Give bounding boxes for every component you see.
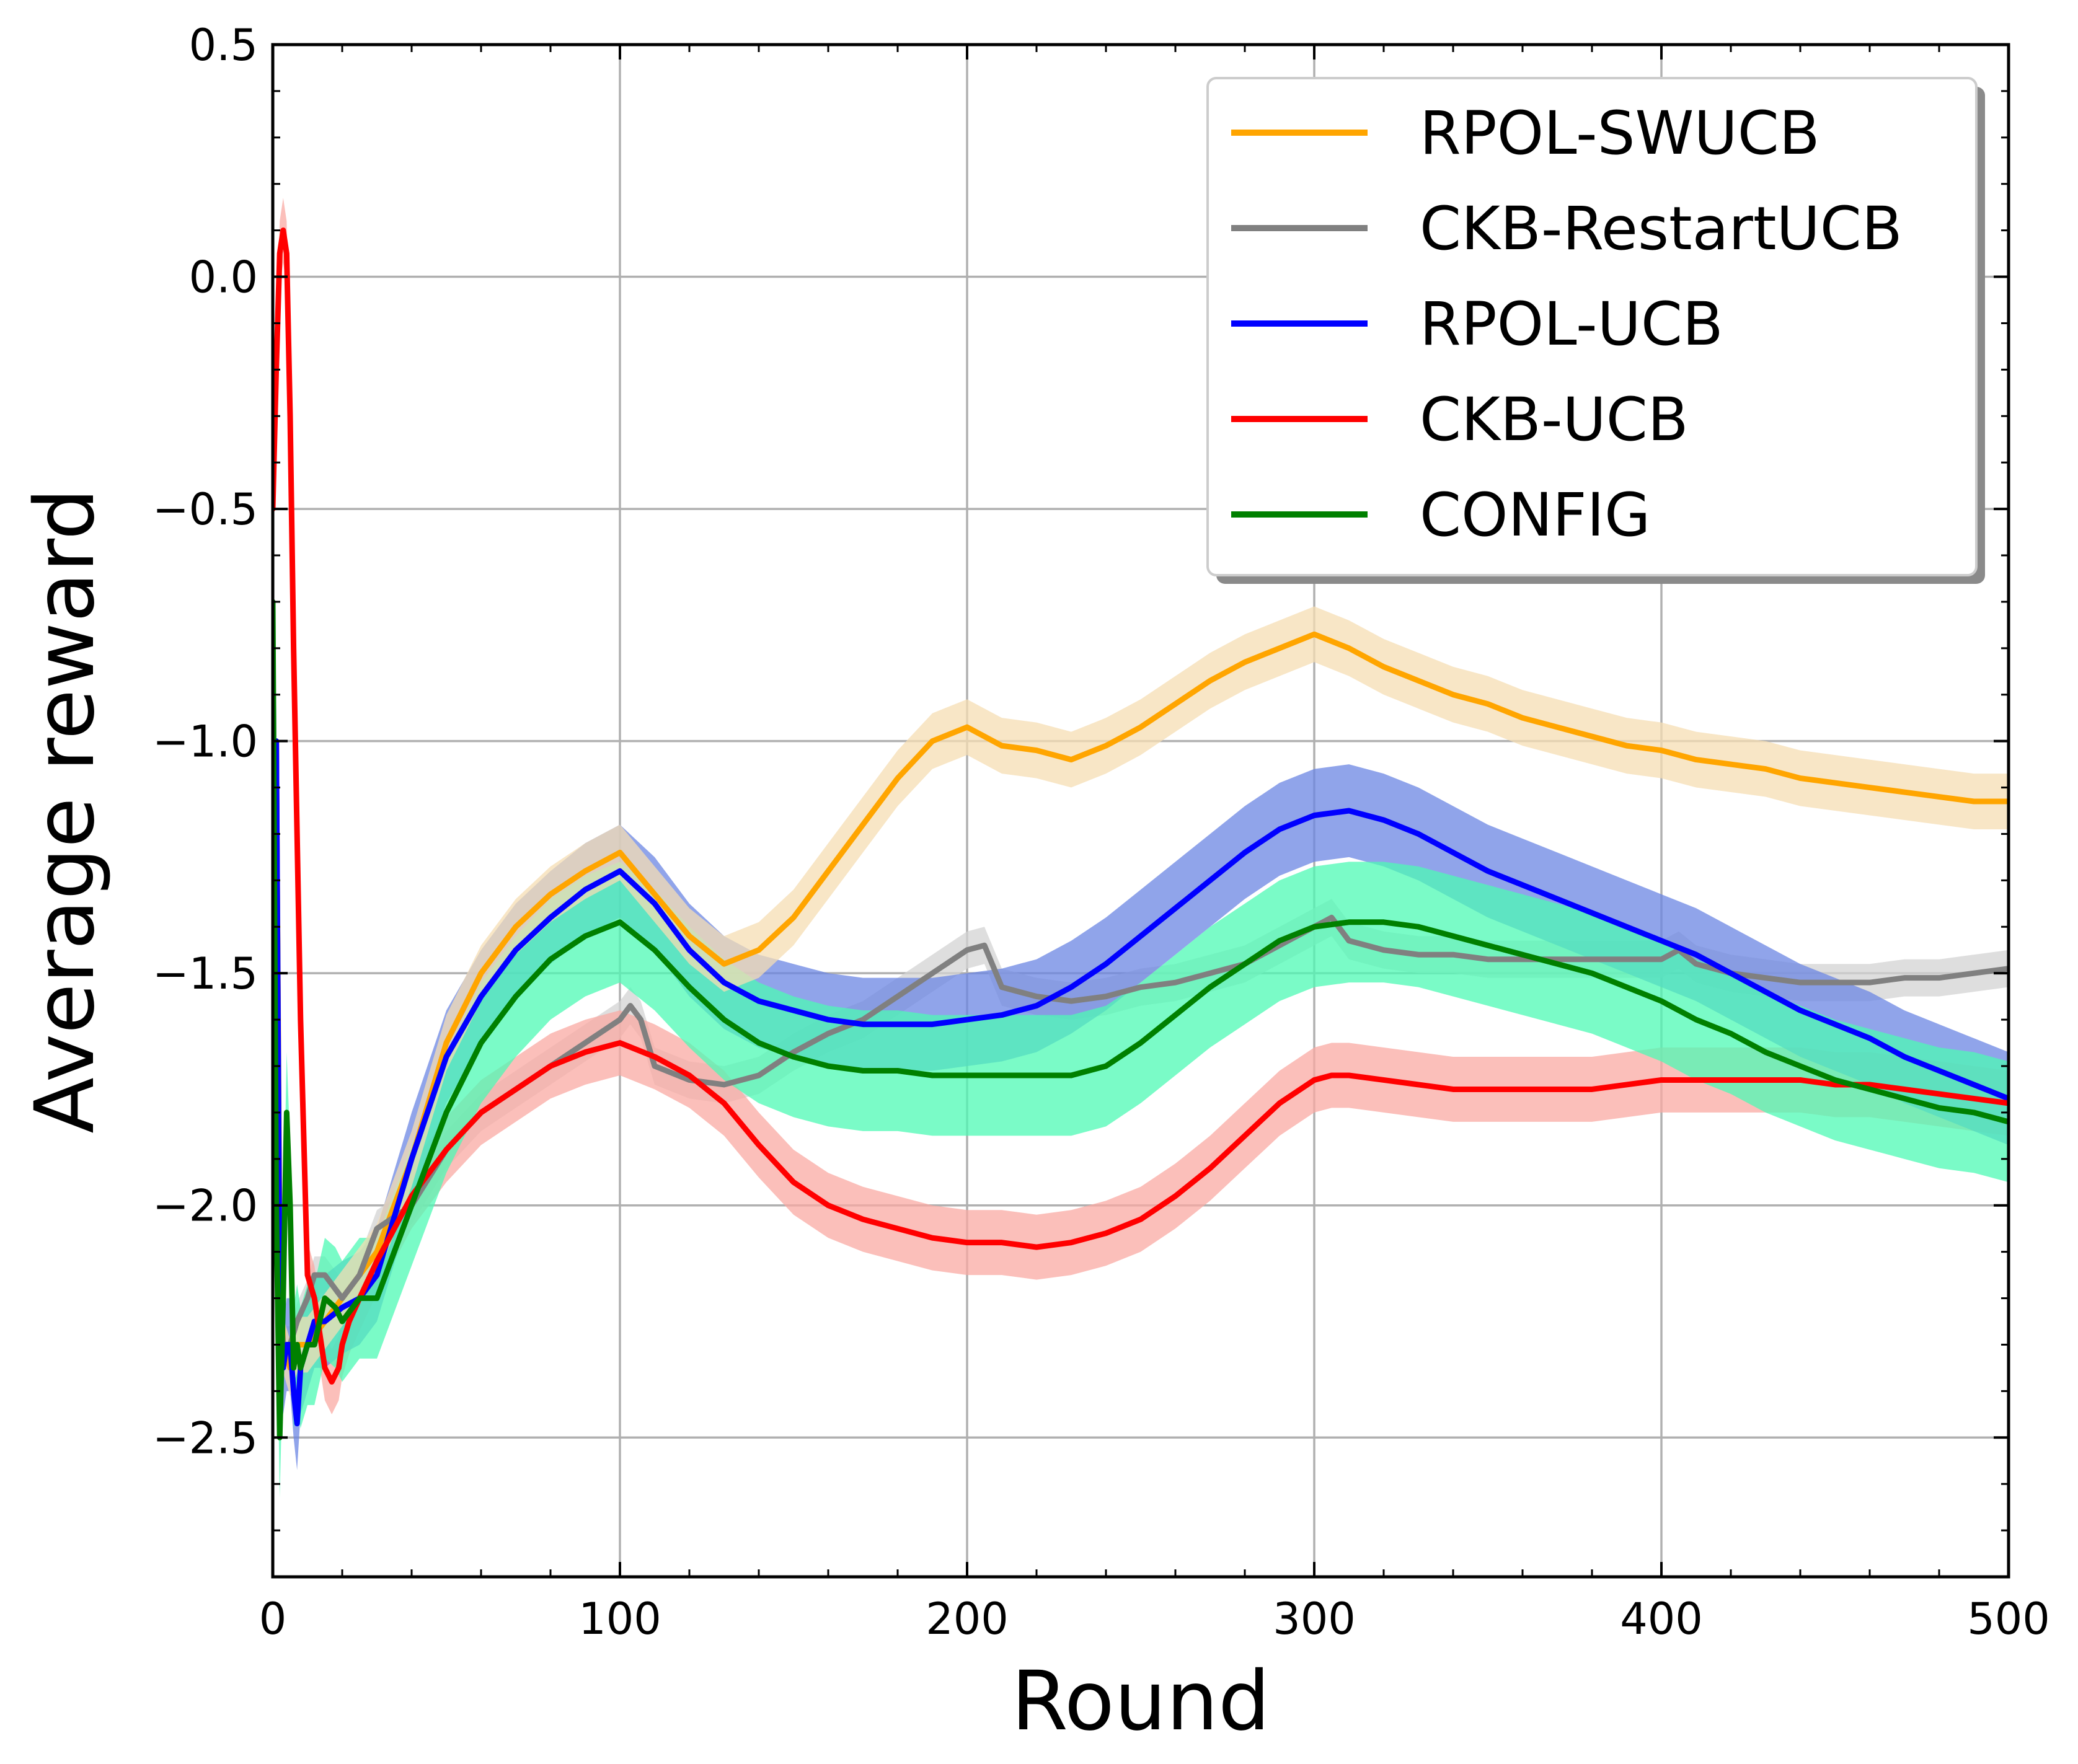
- line-config: [273, 599, 2009, 1440]
- y-tick-label: −1.5: [153, 948, 258, 999]
- legend-label-rpol-swucb: RPOL-SWUCB: [1420, 99, 1820, 168]
- legend-label-ckb-restartucb: CKB-RestartUCB: [1420, 194, 1903, 263]
- x-tick-label: 200: [926, 1594, 1009, 1644]
- axis-ticks: [272, 43, 2010, 1578]
- y-tick-label: −2.5: [153, 1413, 258, 1463]
- band-config: [273, 541, 2009, 1498]
- x-tick-label: 0: [259, 1594, 287, 1644]
- x-tick-label: 100: [578, 1594, 661, 1644]
- legend-label-rpol-ucb: RPOL-UCB: [1420, 289, 1723, 359]
- legend-entries: RPOL-SWUCB CKB-RestartUCB RPOL-UCB CKB-UCB C…: [1231, 99, 1903, 550]
- line-rpol-ucb: [273, 738, 2009, 1427]
- line-ckb-restartucb: [273, 738, 2009, 1347]
- legend-label-ckb-ucb: CKB-UCB: [1420, 385, 1689, 454]
- y-axis-title: Average reward: [17, 488, 113, 1133]
- y-tick-label: 0.0: [189, 252, 258, 303]
- band-ckb-ucb: [273, 198, 2009, 1414]
- legend-box: [1206, 77, 1978, 576]
- line-ckb-ucb: [273, 227, 2009, 1385]
- confidence-bands: [273, 198, 2009, 1498]
- y-tick-label: −2.0: [153, 1181, 258, 1232]
- y-tick-label: 0.5: [189, 20, 258, 71]
- band-rpol-ucb: [276, 694, 2009, 1470]
- x-tick-label: 500: [1967, 1594, 2050, 1644]
- plot-frame: [271, 43, 2010, 1579]
- x-tick-label: 300: [1273, 1594, 1356, 1644]
- legend-label-config: CONFIG: [1420, 480, 1650, 550]
- x-axis-title: Round: [1011, 1654, 1270, 1749]
- legend: RPOL-SWUCB CKB-RestartUCB RPOL-UCB CKB-UCB C…: [1206, 77, 1985, 584]
- y-tick-label: −0.5: [153, 484, 258, 535]
- series-lines: [273, 227, 2009, 1440]
- tick-labels: 0 100 200 300 400 500 −2.5 −2.0 −1.5 −1.0 −0.5 0.0 0…: [153, 20, 2050, 1644]
- x-tick-label: 400: [1620, 1594, 1703, 1644]
- y-tick-label: −1.0: [153, 717, 258, 767]
